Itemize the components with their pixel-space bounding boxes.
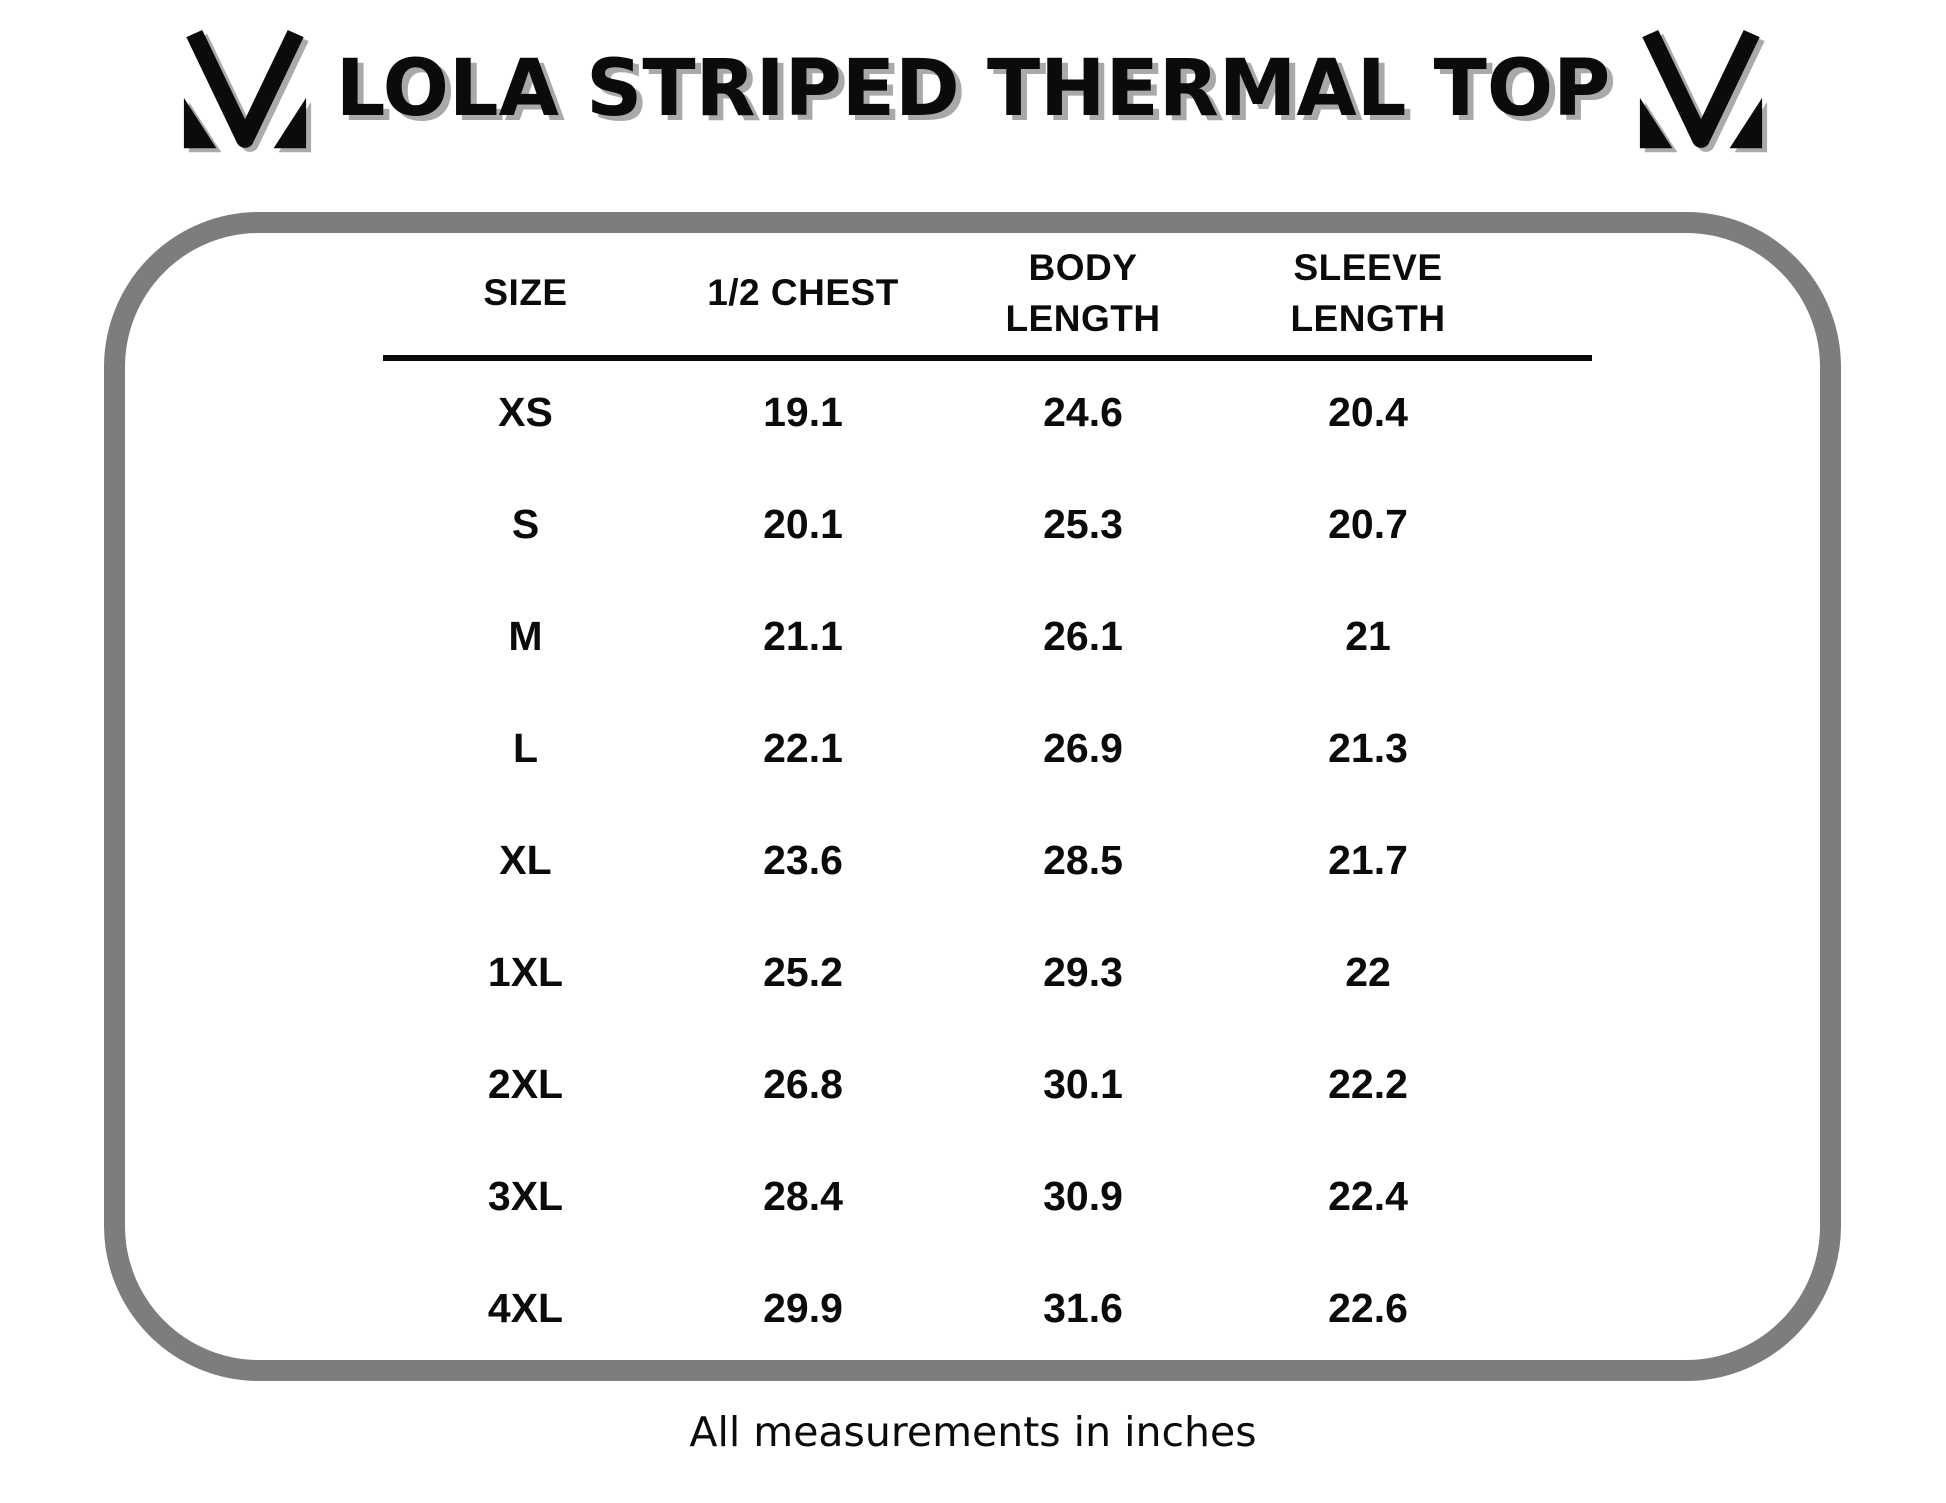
measurements-note: All measurements in inches (689, 1408, 1257, 1456)
body-length-value: 28.5 (1043, 836, 1123, 883)
sleeve-length-value: 20.7 (1328, 500, 1408, 547)
sleeve-length-value: 22.4 (1328, 1172, 1408, 1219)
column-header-sleeve-length-line1: SLEEVE (1293, 246, 1443, 288)
size-label: 4XL (487, 1284, 564, 1331)
table-header-row: SIZE 1/2 CHEST BODY LENGTH SLEEVE LENGTH (383, 236, 1508, 350)
body-length-value: 31.6 (1043, 1284, 1123, 1331)
body-length-value: 26.1 (1043, 612, 1123, 659)
sleeve-length-value: 20.4 (1328, 388, 1408, 435)
half-chest-value: 23.6 (763, 836, 843, 883)
column-header-body-length-line2: LENGTH (1005, 298, 1161, 339)
size-label: 1XL (487, 948, 564, 995)
column-header-size-label: SIZE (483, 272, 568, 314)
page-title: LOLA STRIPED THERMAL TOP (335, 44, 1611, 134)
brand-m-logo-left-icon (183, 29, 306, 149)
sleeve-length-value: 21 (1345, 612, 1391, 659)
brand-m-logo-right-icon (1640, 29, 1763, 149)
sleeve-length-value: 21.7 (1328, 836, 1408, 883)
size-label: XL (499, 836, 552, 883)
sleeve-length-value: 22.6 (1328, 1284, 1408, 1331)
column-header-sleeve-length: SLEEVE LENGTH (1228, 242, 1508, 344)
table-row: XL 23.6 28.5 21.7 (383, 804, 1508, 916)
half-chest-value: 22.1 (763, 724, 843, 771)
size-label: M (508, 612, 543, 659)
table-row: 4XL 29.9 31.6 22.6 (383, 1252, 1508, 1364)
body-length-value: 29.3 (1043, 948, 1123, 995)
column-header-sleeve-length-line2: LENGTH (1290, 298, 1446, 339)
column-header-half-chest-label: 1/2 CHEST (707, 272, 899, 314)
half-chest-value: 21.1 (763, 612, 843, 659)
body-length-value: 24.6 (1043, 388, 1123, 435)
half-chest-value: 25.2 (763, 948, 843, 995)
size-label: 2XL (487, 1060, 564, 1107)
column-header-body-length-line1: BODY (1028, 246, 1138, 288)
table-row: XS 19.1 24.6 20.4 (383, 356, 1508, 468)
sleeve-length-value: 22 (1345, 948, 1391, 995)
title-bar: LOLA STRIPED THERMAL TOP (0, 26, 1946, 152)
sleeve-length-value: 22.2 (1328, 1060, 1408, 1107)
column-header-half-chest: 1/2 CHEST (668, 267, 938, 318)
size-label: 3XL (487, 1172, 564, 1219)
body-length-value: 25.3 (1043, 500, 1123, 547)
header-divider-line (383, 355, 1592, 361)
table-row: M 21.1 26.1 21 (383, 580, 1508, 692)
size-label: L (512, 724, 539, 771)
table-row: S 20.1 25.3 20.7 (383, 468, 1508, 580)
sleeve-length-value: 21.3 (1328, 724, 1408, 771)
half-chest-value: 26.8 (763, 1060, 843, 1107)
table-row: 1XL 25.2 29.3 22 (383, 916, 1508, 1028)
body-length-value: 30.9 (1043, 1172, 1123, 1219)
column-header-size: SIZE (383, 267, 668, 318)
column-header-body-length: BODY LENGTH (938, 242, 1228, 344)
body-length-value: 26.9 (1043, 724, 1123, 771)
table-row: 3XL 28.4 30.9 22.4 (383, 1140, 1508, 1252)
table-row: 2XL 26.8 30.1 22.2 (383, 1028, 1508, 1140)
half-chest-value: 19.1 (763, 388, 843, 435)
table-row: L 22.1 26.9 21.3 (383, 692, 1508, 804)
size-chart-frame (104, 212, 1841, 1381)
half-chest-value: 28.4 (763, 1172, 843, 1219)
half-chest-value: 29.9 (763, 1284, 843, 1331)
body-length-value: 30.1 (1043, 1060, 1123, 1107)
size-label: XS (498, 388, 553, 435)
size-table-body: XS 19.1 24.6 20.4 S 20.1 25.3 20.7 M 21.… (383, 356, 1508, 1364)
half-chest-value: 20.1 (763, 500, 843, 547)
size-label: S (511, 500, 540, 547)
